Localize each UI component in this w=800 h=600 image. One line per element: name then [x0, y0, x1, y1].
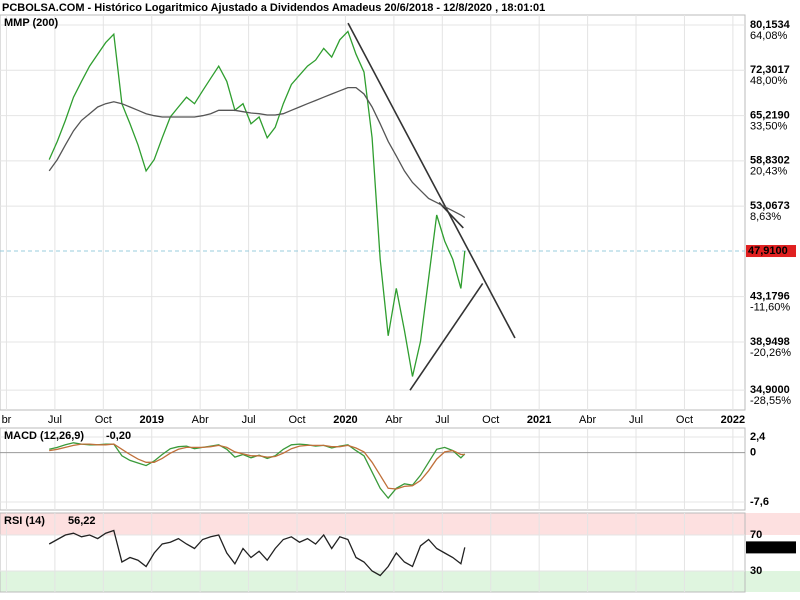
panel-frame	[0, 512, 746, 593]
series-line	[48, 86, 466, 219]
x-tick-label: br	[2, 414, 12, 426]
x-tick-label: Jul	[242, 414, 256, 426]
x-tick-label: Oct	[288, 414, 305, 426]
y-tick-label: 70	[750, 529, 762, 541]
y-pct-label: 8,63%	[750, 211, 781, 223]
x-tick-label: Oct	[676, 414, 693, 426]
y-pct-label: -28,55%	[750, 395, 791, 407]
y-tick-label: 0	[750, 446, 756, 458]
trend-line	[409, 283, 484, 391]
current-box	[746, 245, 796, 258]
current-label: 47,9100	[748, 245, 788, 257]
x-tick-label: Abr	[385, 414, 402, 426]
y-pct-label: 20,43%	[750, 166, 788, 178]
y-pct-label: 48,00%	[750, 75, 788, 87]
x-tick-label: 2021	[527, 414, 551, 426]
trend-line	[438, 202, 464, 229]
current-box	[746, 541, 796, 554]
y-tick-label: 80,1534	[750, 19, 791, 31]
x-tick-label: Oct	[95, 414, 112, 426]
x-tick-label: Abr	[192, 414, 209, 426]
series-line	[49, 442, 466, 500]
x-tick-label: 2022	[721, 414, 745, 426]
x-tick-label: Jul	[629, 414, 643, 426]
y-tick-label: 2,4	[750, 431, 766, 443]
y-tick-label: 65,2190	[750, 109, 790, 121]
current-label: 56,226	[748, 541, 782, 553]
panel-frame	[0, 427, 746, 511]
trend-line	[347, 22, 516, 339]
chart-title: PCBOLSA.COM - Histórico Logaritmico Ajus…	[2, 2, 545, 14]
y-pct-label: -20,26%	[750, 347, 791, 359]
x-tick-label: Abr	[579, 414, 596, 426]
series-line	[49, 443, 465, 490]
legend-label: MMP (200)	[4, 17, 59, 29]
series-line	[48, 529, 466, 577]
series-line	[48, 30, 466, 377]
y-tick-label: -7,6	[750, 496, 769, 508]
y-tick-label: 72,3017	[750, 64, 790, 76]
panel-frame	[0, 14, 746, 411]
y-tick-label: 53,0673	[750, 200, 790, 212]
panel-last: -0,20	[106, 430, 131, 442]
panel-last: 56,22	[68, 515, 96, 527]
zone-band	[0, 513, 800, 535]
x-tick-label: 2020	[333, 414, 357, 426]
x-tick-label: Jul	[435, 414, 449, 426]
y-tick-label: 30	[750, 565, 762, 577]
y-pct-label: 64,08%	[750, 30, 788, 42]
x-tick-label: Oct	[482, 414, 499, 426]
y-tick-label: 38,9498	[750, 336, 790, 348]
x-tick-label: Jul	[48, 414, 62, 426]
x-tick-label: 2019	[140, 414, 164, 426]
y-tick-label: 34,9000	[750, 384, 790, 396]
y-pct-label: 33,50%	[750, 120, 788, 132]
zone-band	[0, 571, 800, 592]
panel-title: RSI (14)	[4, 515, 45, 527]
y-tick-label: 58,8302	[750, 155, 790, 167]
y-tick-label: 43,1796	[750, 291, 790, 303]
panel-title: MACD (12,26,9)	[4, 430, 84, 442]
y-pct-label: -11,60%	[750, 302, 790, 314]
